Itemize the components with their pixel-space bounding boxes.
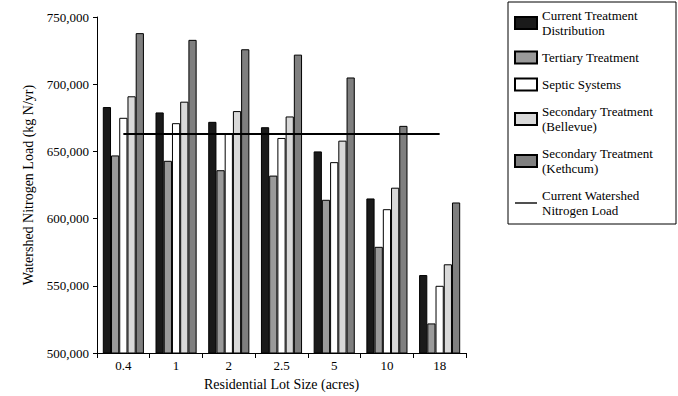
svg-text:650,000: 650,000	[47, 144, 89, 159]
svg-text:10: 10	[380, 358, 393, 373]
svg-text:Nitrogen Load: Nitrogen Load	[542, 203, 619, 218]
svg-text:18: 18	[433, 358, 446, 373]
svg-text:Current Treatment: Current Treatment	[542, 8, 641, 23]
svg-text:500,000: 500,000	[47, 346, 89, 361]
svg-text:(Kethcum): (Kethcum)	[542, 161, 598, 176]
svg-text:2.5: 2.5	[273, 358, 289, 373]
svg-text:Current Watershed: Current Watershed	[542, 188, 643, 203]
svg-text:2: 2	[226, 358, 233, 373]
svg-text:0.4: 0.4	[115, 358, 132, 373]
svg-text:Secondary Treatment: Secondary Treatment	[542, 146, 656, 161]
svg-text:Watershed Nitrogen Load (kg N/: Watershed Nitrogen Load (kg N/yr)	[21, 85, 37, 286]
svg-text:Secondary Treatment: Secondary Treatment	[542, 104, 656, 119]
svg-text:750,000: 750,000	[47, 10, 89, 25]
svg-text:Septic Systems: Septic Systems	[542, 77, 621, 92]
svg-text:Residential Lot Size (acres): Residential Lot Size (acres)	[204, 377, 359, 393]
svg-text:5: 5	[331, 358, 338, 373]
svg-text:1: 1	[173, 358, 180, 373]
svg-text:Distribution: Distribution	[542, 23, 605, 38]
svg-text:(Bellevue): (Bellevue)	[542, 119, 597, 134]
svg-text:700,000: 700,000	[47, 77, 89, 92]
svg-text:550,000: 550,000	[47, 278, 89, 293]
svg-text:Tertiary Treatment: Tertiary Treatment	[542, 50, 639, 65]
svg-text:600,000: 600,000	[47, 211, 89, 226]
